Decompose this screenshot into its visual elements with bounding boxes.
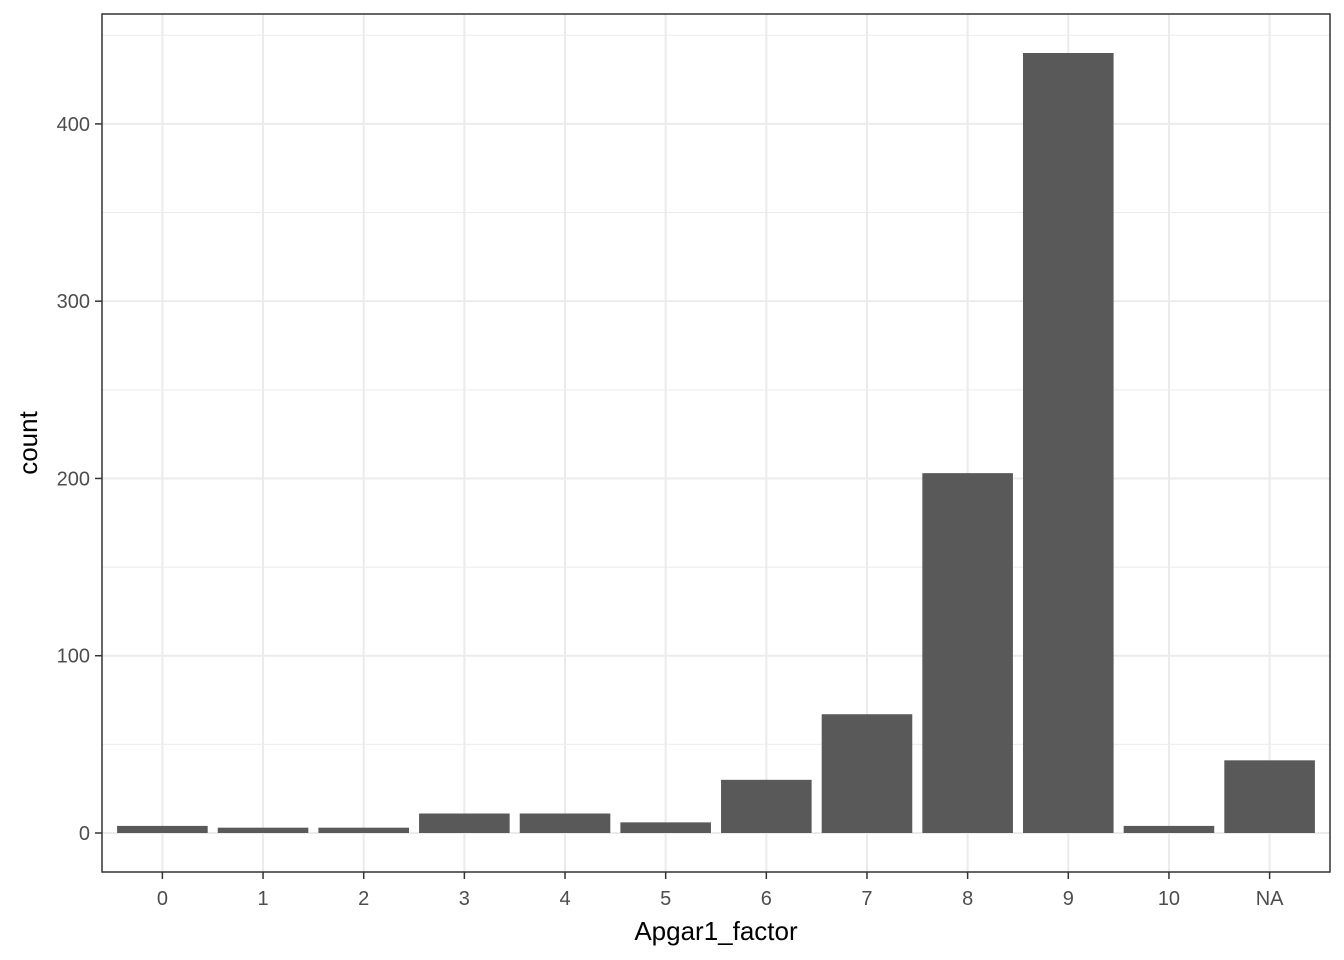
y-tick-label: 0 [79,823,90,845]
bar-3 [419,813,510,833]
bar-9 [1023,53,1114,833]
x-tick-label: 5 [660,888,671,910]
y-axis-title: count [13,410,43,474]
x-tick-label: 9 [1063,888,1074,910]
x-tick-label: 8 [962,888,973,910]
panel-border [101,13,1331,873]
bar-2 [318,827,409,833]
x-tick-label: 2 [358,888,369,910]
x-tick-label: NA [1256,888,1284,910]
bar-4 [519,813,611,833]
x-tick-label: 7 [861,888,872,910]
x-axis-title: Apgar1_factor [634,916,798,946]
bars [117,53,1315,833]
y-tick-label: 400 [57,114,90,136]
bar-0 [117,825,208,833]
bar-5 [620,822,711,833]
y-tick-label: 200 [57,468,90,490]
bar-NA [1224,760,1315,833]
x-axis: 0 1 2 3 4 5 6 7 8 9 10 NA [157,872,1284,910]
x-tick-label: 0 [157,888,168,910]
bar-10 [1123,825,1215,833]
x-tick-label: 10 [1158,888,1180,910]
y-tick-label: 300 [57,291,90,313]
bar-8 [922,473,1013,833]
x-tick-label: 3 [459,888,470,910]
bar-6 [721,779,812,833]
bar-1 [217,827,309,833]
x-tick-label: 6 [761,888,772,910]
y-axis: 0 100 200 300 400 [57,114,102,845]
x-tick-label: 4 [559,888,570,910]
y-tick-label: 100 [57,646,90,668]
minor-gridlines [102,34,1330,745]
bar-7 [821,714,913,833]
x-tick-label: 1 [257,888,268,910]
